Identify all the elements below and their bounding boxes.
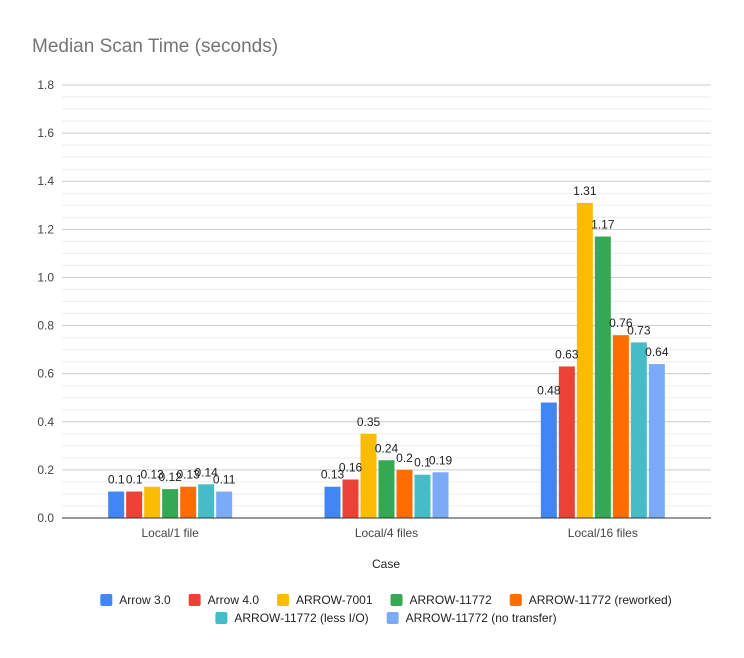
data-labels: 0.1 0.10.130.120.130.140.11 0.130.160.350.… <box>108 184 669 487</box>
bar <box>180 486 197 518</box>
y-tick-label: 0.2 <box>37 463 54 477</box>
data-label: 0.14 <box>194 465 218 479</box>
legend-label: Arrow 3.0 <box>119 593 171 607</box>
data-label: 0.48 <box>537 384 561 398</box>
legend-label: ARROW-11772 <box>410 593 493 607</box>
data-label: 0.63 <box>555 347 579 361</box>
legend-label: ARROW-11772 (reworked) <box>529 593 672 607</box>
bar <box>414 474 431 518</box>
data-label: 0.19 <box>429 453 453 467</box>
y-tick-label: 1.2 <box>37 222 54 236</box>
bar <box>216 491 233 518</box>
legend: Arrow 3.0 Arrow 4.0 ARROW-7001 ARROW-11772 A… <box>100 593 672 625</box>
legend-swatch <box>509 594 522 606</box>
legend-swatch <box>188 594 201 606</box>
y-tick-label: 0.8 <box>37 319 54 333</box>
legend-swatch <box>386 612 399 624</box>
data-label: 0.11 <box>213 473 236 487</box>
y-tick-label: 1.8 <box>37 78 54 92</box>
y-axis-ticks: 0.0 0.2 0.4 0.6 0.8 1.0 1.2 1.4 1.6 1.8 <box>37 78 54 525</box>
data-label: 1.17 <box>591 218 615 232</box>
data-label: 0.73 <box>627 323 651 337</box>
bar <box>612 335 629 518</box>
bar <box>648 364 665 518</box>
bar <box>594 236 611 519</box>
y-tick-label: 1.4 <box>37 174 54 188</box>
bar <box>558 366 575 518</box>
data-label: 0.13 <box>176 468 200 482</box>
data-label: 0.13 <box>321 468 345 482</box>
legend-label: ARROW-7001 <box>296 593 373 607</box>
data-label: 1.31 <box>573 184 597 198</box>
bar <box>540 402 557 518</box>
y-tick-label: 0.6 <box>37 367 54 381</box>
bar <box>342 479 359 518</box>
bar <box>126 491 143 518</box>
bar <box>396 469 413 518</box>
legend-label: ARROW-11772 (no transfer) <box>406 611 557 625</box>
legend-swatch <box>100 594 113 606</box>
bar <box>144 486 161 518</box>
legend-swatch <box>277 594 290 606</box>
bar <box>360 433 377 518</box>
legend-swatch <box>390 594 403 606</box>
y-tick-label: 1.0 <box>37 270 54 284</box>
y-tick-label: 0.4 <box>37 415 54 429</box>
x-tick-label: Local/1 file <box>141 526 199 540</box>
bars <box>108 202 665 519</box>
bar <box>198 484 215 518</box>
bar <box>378 460 395 518</box>
data-label: 0.12 <box>158 470 182 484</box>
x-axis-title: Case <box>372 557 400 571</box>
data-label: 0.1 <box>414 456 431 470</box>
x-tick-label: Local/16 files <box>568 526 638 540</box>
x-axis-ticks: Local/1 file Local/4 files Local/16 files <box>141 526 637 540</box>
data-label: 0.13 <box>140 468 164 482</box>
data-label: 0.1 <box>126 473 143 487</box>
legend-label: ARROW-11772 (less I/O) <box>234 611 368 625</box>
data-label: 0.2 <box>396 451 413 465</box>
y-tick-label: 0.0 <box>37 511 54 525</box>
bar <box>432 472 449 518</box>
data-label: 0.16 <box>339 461 363 475</box>
data-label: 0.64 <box>645 345 669 359</box>
bar <box>576 202 593 518</box>
bar <box>162 489 179 518</box>
x-tick-label: Local/4 files <box>355 526 418 540</box>
data-label: 0.76 <box>609 316 633 330</box>
legend-swatch <box>215 612 228 624</box>
data-label: 0.1 <box>108 473 125 487</box>
bar <box>108 491 125 518</box>
chart-title: Median Scan Time (seconds) <box>32 36 278 57</box>
legend-label: Arrow 4.0 <box>208 593 260 607</box>
data-label: 0.24 <box>375 441 399 455</box>
data-label: 0.35 <box>357 415 381 429</box>
y-tick-label: 1.6 <box>37 126 54 140</box>
bar <box>324 486 341 518</box>
bar <box>630 342 647 518</box>
